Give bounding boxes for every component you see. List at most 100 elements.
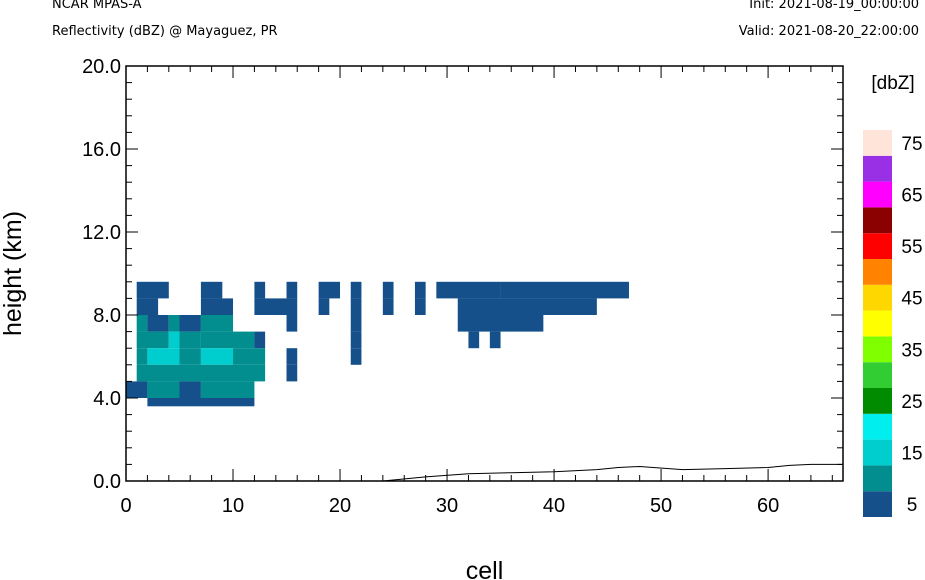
- reflectivity-cell: [136, 331, 169, 349]
- reflectivity-cell: [350, 315, 362, 332]
- reflectivity-cell: [233, 348, 266, 365]
- reflectivity-cell: [126, 381, 148, 398]
- reflectivity-cell: [136, 315, 148, 332]
- reflectivity-cell: [500, 281, 629, 299]
- reflectivity-cell: [136, 281, 169, 299]
- colorbar-swatch: [863, 362, 892, 388]
- y-axis-title: height (km): [0, 211, 27, 336]
- reflectivity-cell: [489, 331, 501, 349]
- model-title: NCAR MPAS-A: [52, 0, 142, 12]
- reflectivity-cell: [200, 348, 234, 365]
- reflectivity-cell: [200, 298, 234, 315]
- y-tick-label: 16.0: [82, 139, 121, 161]
- colorbar-swatch: [863, 155, 892, 182]
- reflectivity-cell: [457, 298, 597, 315]
- colorbar-swatch: [863, 207, 892, 234]
- reflectivity-cell: [254, 281, 266, 299]
- reflectivity-cell: [200, 331, 255, 349]
- reflectivity-cell: [168, 331, 180, 349]
- reflectivity-cell: [147, 348, 180, 365]
- colorbar-label: 25: [901, 392, 922, 413]
- reflectivity-cell: [414, 281, 426, 299]
- reflectivity-cell: [136, 298, 159, 315]
- reflectivity-cell: [179, 315, 201, 332]
- y-tick-label: 12.0: [82, 222, 121, 244]
- colorbar-label: 45: [901, 289, 922, 310]
- colorbar-swatch: [863, 336, 892, 363]
- reflectivity-cell: [457, 315, 544, 332]
- colorbar-label: 15: [901, 444, 922, 465]
- reflectivity-cell: [436, 281, 501, 299]
- reflectivity-cell: [350, 281, 362, 299]
- reflectivity-cell: [168, 315, 180, 332]
- x-axis-title: cell: [466, 557, 504, 580]
- reflectivity-cells: [126, 281, 629, 407]
- reflectivity-cell: [286, 348, 298, 365]
- x-tick-label: 50: [650, 495, 672, 517]
- reflectivity-cell: [200, 281, 223, 299]
- reflectivity-cell: [286, 315, 298, 332]
- terrain-profile: [126, 463, 843, 482]
- x-tick-label: 0: [120, 495, 131, 517]
- reflectivity-cell: [414, 298, 426, 315]
- reflectivity-cell: [200, 381, 255, 398]
- colorbar-swatch: [863, 439, 892, 466]
- reflectivity-cell: [254, 331, 266, 349]
- reflectivity-cell: [147, 381, 180, 398]
- x-tick-label: 60: [757, 495, 779, 517]
- x-tick-label: 30: [436, 495, 458, 517]
- x-tick-label: 40: [543, 495, 565, 517]
- colorbar-swatch: [863, 259, 892, 285]
- reflectivity-cell: [318, 298, 330, 315]
- reflectivity-cell: [254, 298, 298, 315]
- reflectivity-cell: [350, 298, 362, 315]
- x-tick-label: 20: [329, 495, 351, 517]
- field-title: Reflectivity (dBZ) @ Mayaguez, PR: [52, 24, 278, 39]
- reflectivity-cell: [382, 281, 394, 299]
- colorbar-title: [dbZ]: [871, 73, 914, 94]
- reflectivity-cell: [318, 281, 341, 299]
- colorbar-label: 75: [901, 134, 922, 155]
- colorbar-label: 55: [901, 237, 922, 258]
- colorbar-swatch: [863, 233, 892, 259]
- colorbar-label: 65: [901, 186, 922, 207]
- colorbar-swatch: [863, 413, 892, 440]
- terrain-line: [126, 463, 843, 482]
- axis-ticks: [125, 65, 843, 482]
- y-tick-label: 20.0: [82, 56, 121, 78]
- y-tick-label: 4.0: [93, 388, 121, 410]
- colorbar-label: 35: [901, 340, 922, 361]
- colorbar-label: 5: [907, 495, 918, 516]
- reflectivity-cell: [147, 398, 255, 407]
- reflectivity-cell: [200, 315, 234, 332]
- reflectivity-cell: [286, 281, 298, 299]
- colorbar: 5 15 25 35 45 55 65 75: [863, 130, 923, 517]
- y-tick-label: 8.0: [93, 305, 121, 327]
- colorbar-swatch: [863, 465, 892, 492]
- reflectivity-cell: [147, 315, 169, 332]
- colorbar-swatch: [863, 284, 892, 311]
- colorbar-swatch: [863, 491, 892, 517]
- reflectivity-cell: [136, 364, 266, 382]
- y-tick-label: 0.0: [93, 471, 121, 493]
- valid-time: Valid: 2021-08-20_22:00:00: [738, 24, 919, 39]
- reflectivity-cell: [179, 348, 201, 365]
- reflectivity-cell: [179, 381, 201, 398]
- colorbar-swatch: [863, 130, 892, 156]
- colorbar-swatch: [863, 181, 892, 208]
- x-tick-labels: 0 10 20 30 40 50 60: [120, 495, 779, 517]
- x-tick-label: 10: [222, 495, 244, 517]
- reflectivity-cell: [179, 331, 201, 349]
- colorbar-swatch: [863, 388, 892, 414]
- reflectivity-cell: [382, 298, 394, 315]
- reflectivity-cell: [350, 331, 362, 349]
- init-time: Init: 2021-08-19_00:00:00: [749, 0, 919, 12]
- reflectivity-cell: [286, 364, 298, 382]
- y-tick-labels: 0.0 4.0 8.0 12.0 16.0 20.0: [82, 56, 121, 493]
- reflectivity-cell: [350, 348, 362, 365]
- plot-frame: [125, 65, 844, 482]
- reflectivity-cell: [136, 348, 148, 365]
- colorbar-swatch: [863, 310, 892, 337]
- reflectivity-cell: [468, 331, 480, 349]
